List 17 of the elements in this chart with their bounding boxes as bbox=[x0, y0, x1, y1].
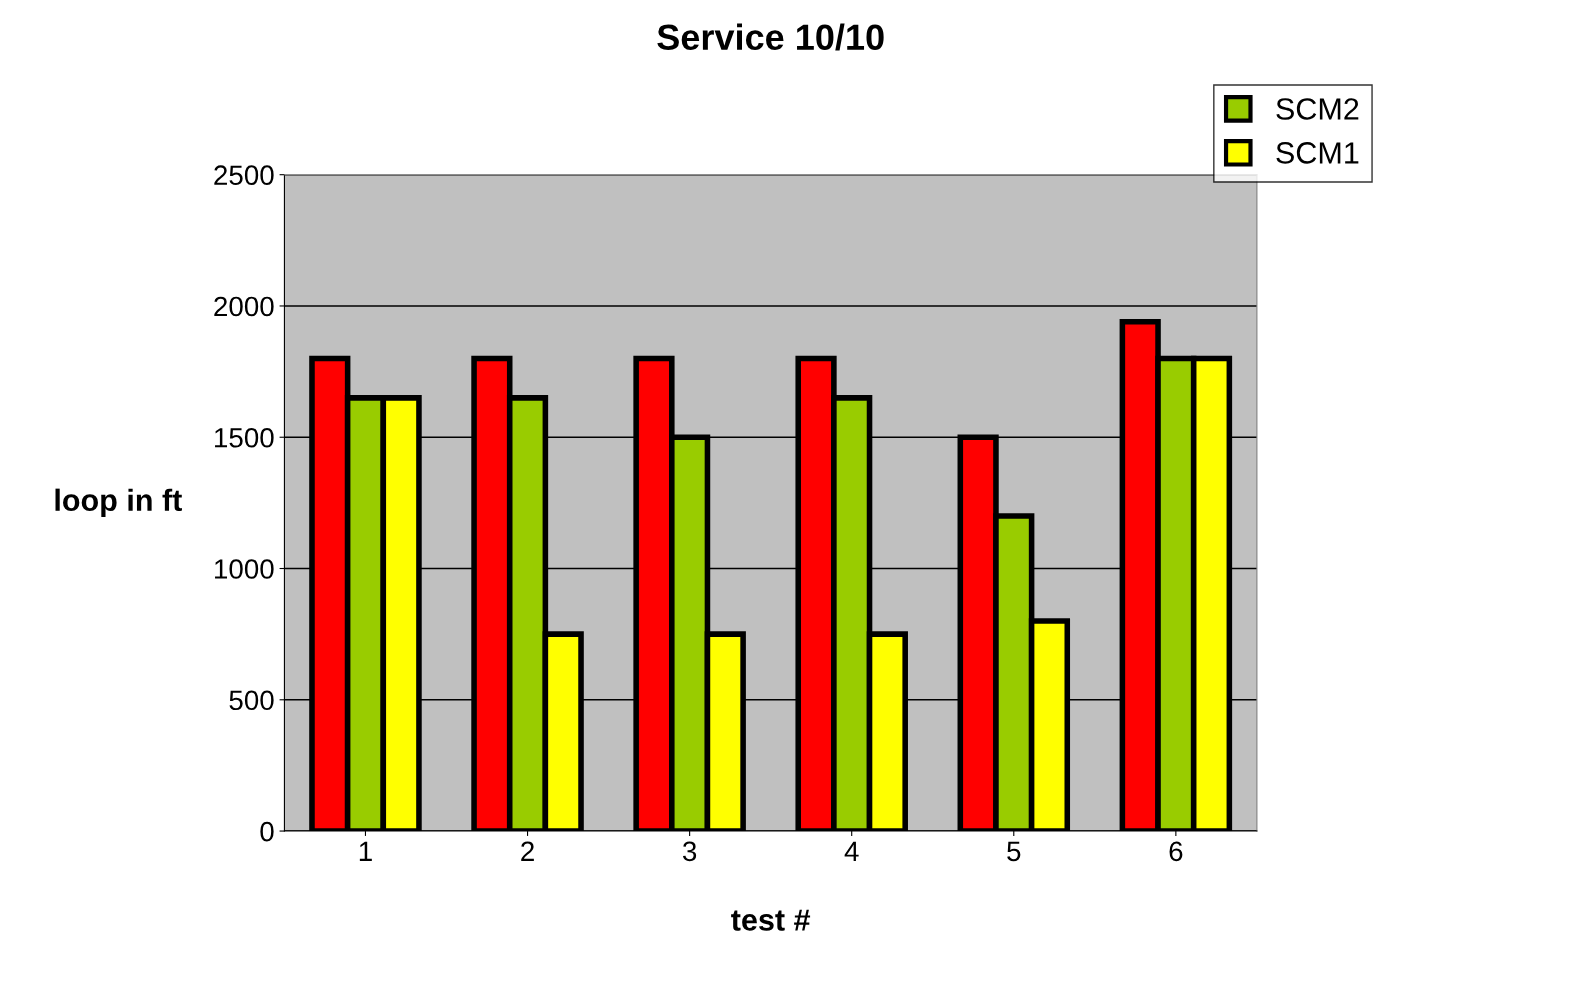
x-tick-label: 3 bbox=[682, 841, 697, 862]
y-tick-label: 2500 bbox=[214, 165, 274, 186]
y-tick-label: 1000 bbox=[215, 559, 274, 579]
y-tick-label: 2000 bbox=[214, 296, 274, 317]
x-tick-label: 5 bbox=[1007, 841, 1021, 862]
y-axis-title: loop in ft bbox=[55, 488, 182, 518]
legend-label: SCM1 bbox=[1276, 142, 1359, 164]
y-tick-label: 500 bbox=[229, 690, 274, 711]
x-axis-title: test # bbox=[731, 909, 811, 931]
x-tick-label: 4 bbox=[844, 841, 859, 861]
chart-title: Service 10/10 bbox=[657, 23, 884, 51]
legend-label: SCM2 bbox=[1276, 98, 1359, 120]
x-tick-label: 6 bbox=[1169, 841, 1183, 862]
y-tick-label: 0 bbox=[260, 821, 274, 842]
x-tick-label: 1 bbox=[359, 841, 372, 861]
y-tick-label: 1500 bbox=[215, 427, 274, 448]
x-tick-label: 2 bbox=[521, 841, 534, 861]
